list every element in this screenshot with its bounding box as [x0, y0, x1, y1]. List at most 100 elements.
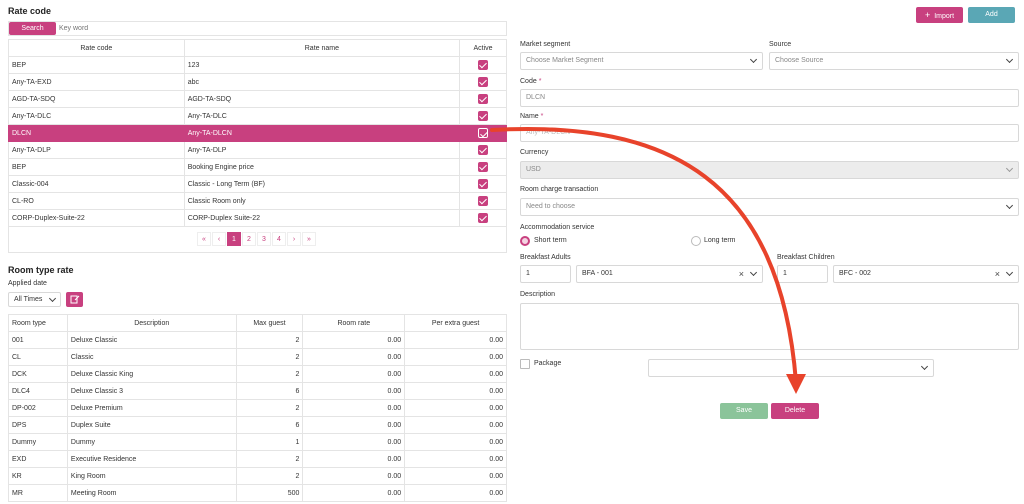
- rate-name-cell: 123: [183, 56, 461, 74]
- table-row[interactable]: DP-002 Deluxe Premium 2 0.00 0.00: [8, 399, 507, 417]
- table-row[interactable]: Any-TA-DLC Any-TA-DLC: [8, 107, 507, 125]
- clear-icon[interactable]: ×: [994, 269, 1000, 279]
- source-select[interactable]: Choose Source: [769, 52, 1019, 70]
- table-row[interactable]: AGD-TA-SDQ AGD-TA-SDQ: [8, 90, 507, 108]
- rate-name-cell: AGD-TA-SDQ: [183, 90, 461, 108]
- table-row[interactable]: Any-TA-EXD abc: [8, 73, 507, 91]
- edit-rate-button[interactable]: [66, 292, 83, 307]
- active-checkbox[interactable]: [478, 179, 489, 189]
- active-checkbox[interactable]: [478, 77, 489, 87]
- page-prev[interactable]: ‹: [212, 232, 226, 246]
- table-row[interactable]: Dummy Dummy 1 0.00 0.00: [8, 433, 507, 451]
- short-term-radio[interactable]: [520, 236, 530, 246]
- currency-select[interactable]: USD: [520, 161, 1019, 179]
- add-button[interactable]: Add: [968, 7, 1015, 23]
- applied-date-select[interactable]: All Times: [8, 292, 61, 307]
- page-4[interactable]: 4: [272, 232, 286, 246]
- active-cell: [459, 73, 507, 91]
- chevron-down-icon: [48, 294, 57, 303]
- plus-icon: +: [924, 10, 931, 20]
- table-row[interactable]: BEP 123: [8, 56, 507, 74]
- market-segment-select[interactable]: Choose Market Segment: [520, 52, 763, 70]
- rate-code-cell: DLCN: [8, 124, 185, 142]
- keyword-input[interactable]: [59, 23, 499, 34]
- chevron-down-icon: [920, 362, 929, 371]
- chevron-down-icon: [1005, 164, 1014, 173]
- active-checkbox[interactable]: [478, 213, 489, 223]
- table-row[interactable]: KR King Room 2 0.00 0.00: [8, 467, 507, 485]
- table-row[interactable]: CL-RO Classic Room only: [8, 192, 507, 210]
- page-1[interactable]: 1: [227, 232, 241, 246]
- rate-code-cell: Any-TA-DLP: [8, 141, 185, 159]
- breakfast-adults-qty[interactable]: 1: [520, 265, 571, 283]
- breakfast-children-label: Breakfast Children: [777, 254, 835, 261]
- page-2[interactable]: 2: [242, 232, 256, 246]
- description-cell: Deluxe Classic 3: [66, 382, 237, 400]
- col-max-guest: Max guest: [235, 314, 304, 332]
- table-row[interactable]: DPS Duplex Suite 6 0.00 0.00: [8, 416, 507, 434]
- long-term-radio[interactable]: [691, 236, 701, 246]
- page-3[interactable]: 3: [257, 232, 271, 246]
- save-button[interactable]: Save: [720, 403, 768, 419]
- breakfast-adults-select[interactable]: BFA - 001 ×: [576, 265, 763, 283]
- room-type-cell: DPS: [8, 416, 68, 434]
- page-next[interactable]: ›: [287, 232, 301, 246]
- rate-name-cell: Classic Room only: [183, 192, 461, 210]
- chevron-down-icon: [1005, 55, 1014, 64]
- breakfast-children-select[interactable]: BFC - 002 ×: [833, 265, 1019, 283]
- package-checkbox[interactable]: [520, 359, 530, 369]
- source-label: Source: [769, 41, 792, 48]
- active-checkbox[interactable]: [478, 162, 489, 172]
- room-type-cell: 001: [8, 331, 68, 349]
- active-checkbox[interactable]: [478, 145, 489, 155]
- col-description: Description: [66, 314, 237, 332]
- col-room-type: Room type: [8, 314, 68, 332]
- table-row[interactable]: DLCN Any-TA-DLCN: [8, 124, 507, 142]
- delete-button[interactable]: Delete: [771, 403, 819, 419]
- clear-icon[interactable]: ×: [738, 269, 744, 279]
- rate-code-cell: Any-TA-EXD: [8, 73, 185, 91]
- room-rate-cell: 0.00: [302, 399, 406, 417]
- room-type-cell: KR: [8, 467, 68, 485]
- description-cell: Deluxe Premium: [66, 399, 237, 417]
- table-row[interactable]: 001 Deluxe Classic 2 0.00 0.00: [8, 331, 507, 349]
- description-cell: Deluxe Classic: [66, 331, 237, 349]
- breakfast-children-qty[interactable]: 1: [777, 265, 828, 283]
- active-checkbox[interactable]: [478, 111, 489, 121]
- rate-code-cell: BEP: [8, 158, 185, 176]
- room-rate-cell: 0.00: [302, 331, 406, 349]
- name-input[interactable]: Any-TA-DLCN: [520, 124, 1019, 142]
- search-button[interactable]: Search: [9, 22, 56, 35]
- active-checkbox[interactable]: [478, 94, 489, 104]
- table-row[interactable]: CL Classic 2 0.00 0.00: [8, 348, 507, 366]
- rate-code-cell: Classic-004: [8, 175, 185, 193]
- active-checkbox[interactable]: [478, 128, 489, 138]
- table-row[interactable]: Classic-004 Classic - Long Term (BF): [8, 175, 507, 193]
- description-cell: Meeting Room: [66, 484, 237, 502]
- room-rate-cell: 0.00: [302, 450, 406, 468]
- max-guest-cell: 2: [235, 399, 304, 417]
- table-row[interactable]: Any-TA-DLP Any-TA-DLP: [8, 141, 507, 159]
- chevron-down-icon: [1005, 201, 1014, 210]
- active-checkbox[interactable]: [478, 196, 489, 206]
- import-button[interactable]: + Import: [916, 7, 963, 23]
- table-row[interactable]: BEP Booking Engine price: [8, 158, 507, 176]
- code-input[interactable]: DLCN: [520, 89, 1019, 107]
- table-row[interactable]: MR Meeting Room 500 0.00 0.00: [8, 484, 507, 502]
- table-row[interactable]: DCK Deluxe Classic King 2 0.00 0.00: [8, 365, 507, 383]
- table-row[interactable]: DLC4 Deluxe Classic 3 6 0.00 0.00: [8, 382, 507, 400]
- page-first[interactable]: «: [197, 232, 211, 246]
- breakfast-adults-label: Breakfast Adults: [520, 254, 571, 261]
- active-checkbox[interactable]: [478, 60, 489, 70]
- room-type-table: Room type Description Max guest Room rat…: [8, 314, 507, 502]
- room-charge-select[interactable]: Need to choose: [520, 198, 1019, 216]
- description-textarea[interactable]: [520, 303, 1019, 350]
- max-guest-cell: 6: [235, 416, 304, 434]
- table-row[interactable]: EXD Executive Residence 2 0.00 0.00: [8, 450, 507, 468]
- rate-name-cell: Any-TA-DLCN: [183, 124, 461, 142]
- room-rate-cell: 0.00: [302, 365, 406, 383]
- table-row[interactable]: CORP-Duplex-Suite-22 CORP-Duplex Suite-22: [8, 209, 507, 227]
- applied-date-label: Applied date: [8, 280, 47, 287]
- package-label: Package: [534, 360, 562, 367]
- page-last[interactable]: »: [302, 232, 316, 246]
